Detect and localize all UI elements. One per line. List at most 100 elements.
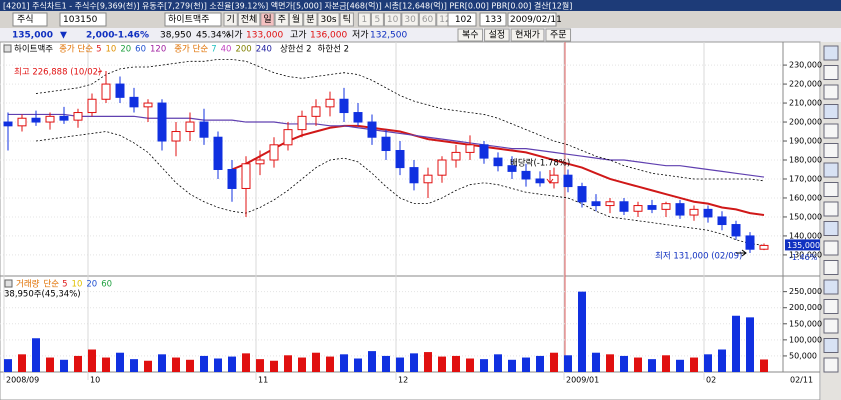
candle-body	[129, 96, 139, 108]
toolbar-button-label: 전체	[241, 14, 258, 25]
volume-bar	[466, 358, 474, 372]
name-box	[164, 12, 222, 27]
info-buttons: 복수 설정 현재가 주문	[457, 28, 572, 42]
candle-body	[619, 201, 629, 212]
y-tick-label: 140,000	[789, 231, 822, 240]
side-tool-icon[interactable]	[823, 45, 839, 61]
high-annotation: 최고 226,888 (10/02)	[14, 67, 101, 78]
side-tool-icon[interactable]	[823, 65, 839, 80]
candle-body	[759, 244, 769, 250]
toolbar-button[interactable]	[401, 12, 419, 27]
candle-body	[227, 168, 237, 189]
toolbar-button[interactable]	[418, 12, 437, 27]
x-tick-label: 2009/01	[566, 376, 599, 385]
volume-bar	[200, 355, 208, 372]
high-pointer	[97, 70, 103, 73]
volume-bar	[620, 355, 628, 372]
toolbar-button[interactable]	[223, 12, 238, 27]
volume-bar	[326, 356, 334, 372]
volume-bar	[74, 355, 82, 372]
volume-bar	[690, 357, 698, 372]
code-input[interactable]	[59, 12, 107, 27]
plot: 130,000 140,000 150,000 160,000 170,000 180,0…	[0, 42, 822, 385]
toolbar-button[interactable]	[370, 12, 384, 27]
candle-body	[87, 98, 97, 114]
y-tick-label: 230,000	[789, 61, 822, 70]
y-tick-label: 190,000	[789, 137, 822, 146]
side-tool-icon[interactable]	[823, 201, 839, 217]
candle-body	[605, 201, 615, 207]
toolbar-button-label: 분	[306, 14, 314, 25]
side-tool-icon[interactable]	[823, 182, 839, 197]
toolbar-button[interactable]	[339, 12, 354, 27]
candle-body	[381, 136, 391, 152]
volume-bar	[158, 354, 166, 372]
indicator-line	[231, 124, 765, 217]
volume-bar	[480, 359, 488, 372]
side-tool-icon[interactable]	[823, 123, 839, 139]
y-tick-label: 150,000	[789, 212, 822, 221]
volume-bar	[18, 354, 26, 372]
legend-text: 20	[86, 280, 97, 290]
candle-body	[745, 235, 755, 250]
price-tag	[785, 239, 820, 251]
info-button-label: 현재가	[515, 30, 540, 41]
info-button[interactable]	[484, 28, 510, 42]
volume-bar	[214, 358, 222, 372]
candle-body	[199, 121, 209, 138]
side-tool-icon[interactable]	[823, 162, 839, 178]
view-input[interactable]	[479, 12, 507, 27]
side-tool-icon[interactable]	[823, 357, 839, 373]
candle-body	[59, 115, 69, 121]
legend-text: 거래량	[16, 279, 40, 290]
volume-bar	[578, 291, 586, 372]
side-tool-icon[interactable]	[823, 143, 839, 158]
side-tool-icon[interactable]	[823, 104, 839, 119]
volume-bar	[340, 354, 348, 372]
toolbar-button[interactable]	[288, 12, 304, 27]
window-title: [4201] 주식차트1 - 주식수[9,369(천)] 유동주[7,279(천…	[3, 1, 572, 11]
toolbar-button[interactable]	[260, 12, 275, 27]
date-input[interactable]	[507, 12, 557, 27]
market-select[interactable]	[12, 12, 48, 27]
candle-body	[31, 117, 41, 123]
side-tools	[823, 45, 839, 373]
volume-bar	[508, 359, 516, 372]
side-tool-icon[interactable]	[823, 240, 839, 256]
legend-text: 종가 단순	[59, 44, 93, 55]
side-tool-icon[interactable]	[823, 318, 839, 334]
rate: -1.46%	[114, 31, 149, 41]
volume-bar	[760, 359, 768, 372]
candle-body	[283, 129, 293, 146]
side-tool-icon[interactable]	[823, 338, 839, 353]
info-button[interactable]	[510, 28, 545, 42]
side-tool-icon[interactable]	[823, 260, 839, 275]
toolbar-button[interactable]	[274, 12, 289, 27]
candle-body	[297, 115, 307, 131]
info-button[interactable]	[457, 28, 484, 42]
toolbar-button[interactable]	[317, 12, 340, 27]
side-tool-icon[interactable]	[823, 221, 839, 236]
legend-text: 200	[235, 45, 251, 55]
volume-bar	[494, 354, 502, 372]
dividend-annotation: 배당락(-1.78%)	[510, 158, 570, 169]
candle-body	[577, 186, 587, 203]
volume-bar	[452, 355, 460, 372]
toolbar-button[interactable]	[383, 12, 402, 27]
volume-bar	[242, 353, 250, 372]
y-tick-label: 180,000	[789, 156, 822, 165]
toolbar-button[interactable]	[303, 12, 318, 27]
toolbar-button[interactable]	[237, 12, 261, 27]
legend-text: 하이트맥주	[14, 44, 53, 55]
candle-body	[535, 178, 545, 184]
legend-text: 40	[221, 45, 232, 55]
side-tool-icon[interactable]	[823, 84, 839, 100]
side-tool-icon[interactable]	[823, 279, 839, 295]
volume-bar	[228, 356, 236, 372]
volume-bar	[46, 357, 54, 372]
side-tool-icon[interactable]	[823, 299, 839, 314]
count-input[interactable]	[447, 12, 477, 27]
toolbar-button[interactable]	[357, 12, 371, 27]
candle-body	[395, 150, 405, 169]
info-button[interactable]	[545, 28, 572, 42]
